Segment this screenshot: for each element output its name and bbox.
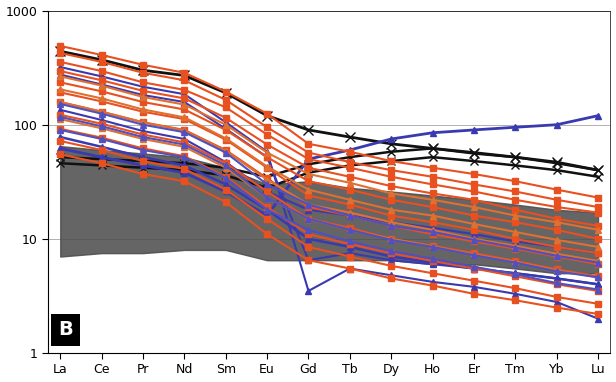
Text: B: B — [58, 320, 73, 339]
